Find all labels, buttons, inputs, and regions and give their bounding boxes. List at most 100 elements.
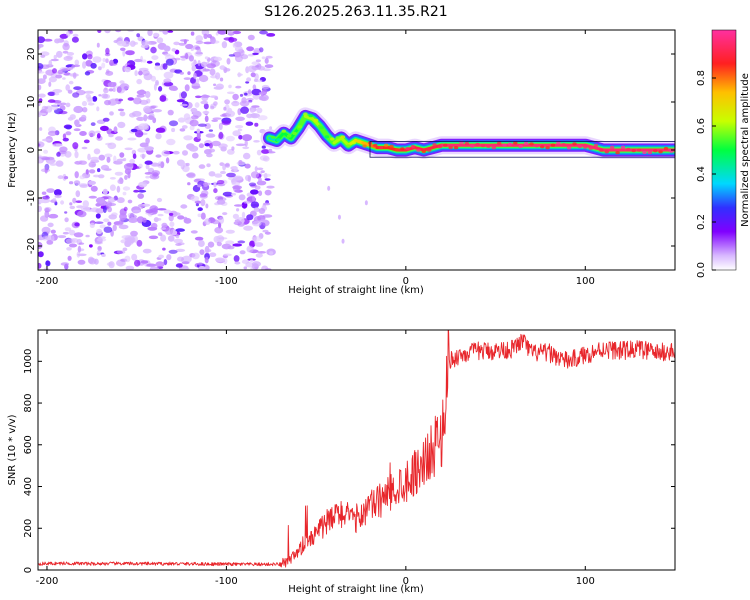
- ridge-blob: [642, 150, 647, 155]
- ridge-blob: [653, 149, 658, 153]
- ridge-blob: [378, 146, 383, 150]
- noise-blob: [197, 60, 201, 66]
- noise-blob: [195, 35, 203, 42]
- noise-blob: [107, 197, 116, 203]
- noise-blob: [187, 182, 191, 186]
- noise-blob: [83, 139, 90, 144]
- noise-blob: [81, 100, 88, 107]
- noise-blob: [122, 49, 126, 57]
- noise-blob: [176, 159, 185, 167]
- noise-blob: [239, 100, 250, 107]
- noise-blob: [200, 199, 206, 207]
- noise-blob: [94, 241, 104, 245]
- noise-blob: [181, 261, 190, 265]
- noise-blob: [264, 231, 271, 235]
- noise-blob: [88, 169, 96, 174]
- noise-blob: [119, 80, 125, 84]
- noise-blob: [73, 128, 81, 132]
- noise-blob: [223, 37, 233, 41]
- noise-blob: [95, 213, 101, 219]
- ridge-blob: [577, 144, 583, 149]
- noise-blob: [246, 77, 252, 82]
- snr-x-tick-label: 100: [576, 576, 595, 587]
- noise-blob: [250, 189, 259, 195]
- noise-blob: [85, 234, 90, 238]
- noise-speck: [341, 238, 345, 244]
- ridge-blob: [281, 129, 286, 133]
- noise-blob: [223, 106, 227, 111]
- ridge-blob: [330, 137, 335, 141]
- noise-blob: [108, 88, 114, 92]
- noise-speck: [337, 214, 341, 220]
- noise-blob: [97, 30, 102, 33]
- noise-blob: [119, 212, 127, 221]
- noise-blob: [184, 52, 189, 60]
- noise-blob: [126, 163, 134, 167]
- noise-blob: [241, 211, 246, 219]
- snr-x-tick-label: 0: [403, 576, 409, 587]
- noise-blob: [248, 182, 257, 187]
- colorbar-label: Normalized spectral amplitude: [740, 73, 750, 227]
- noise-blob: [215, 257, 225, 263]
- noise-blob: [206, 249, 212, 253]
- noise-blob: [150, 105, 157, 109]
- noise-blob: [106, 69, 110, 74]
- noise-blob: [153, 83, 157, 91]
- noise-blob: [54, 92, 60, 96]
- noise-blob: [100, 164, 110, 171]
- ridge-blob: [507, 142, 513, 146]
- noise-blob: [179, 263, 183, 268]
- noise-blob: [261, 84, 270, 90]
- noise-blob: [38, 84, 42, 91]
- noise-blob: [154, 65, 161, 71]
- noise-blob: [38, 36, 45, 44]
- noise-blob: [56, 50, 63, 58]
- noise-blob: [104, 99, 111, 106]
- noise-blob: [40, 215, 49, 222]
- ridge-blob: [448, 145, 453, 150]
- noise-blob: [92, 56, 102, 63]
- noise-blob: [126, 236, 136, 244]
- noise-blob: [251, 236, 262, 242]
- noise-blob: [195, 40, 204, 45]
- noise-blob: [261, 173, 272, 177]
- noise-blob: [138, 181, 148, 188]
- noise-blob: [50, 58, 59, 62]
- noise-speck: [327, 185, 331, 191]
- noise-blob: [190, 195, 200, 202]
- noise-blob: [139, 153, 147, 158]
- noise-blob: [213, 86, 223, 90]
- noise-blob: [259, 155, 270, 161]
- noise-blob: [200, 100, 208, 105]
- noise-blob: [75, 200, 83, 203]
- noise-blob: [243, 225, 254, 231]
- spectrogram-y-tick-label: 0: [26, 147, 37, 153]
- noise-blob: [251, 61, 260, 65]
- noise-blob: [190, 31, 195, 36]
- noise-blob: [228, 84, 232, 89]
- noise-blob: [93, 174, 100, 178]
- noise-blob: [109, 59, 114, 66]
- noise-blob: [82, 53, 88, 60]
- ridge-blob: [351, 141, 356, 145]
- noise-blob: [51, 104, 58, 111]
- noise-blob: [60, 102, 67, 106]
- noise-blob: [259, 96, 263, 101]
- noise-blob: [214, 173, 223, 178]
- noise-blob: [257, 115, 268, 121]
- noise-blob: [104, 30, 111, 34]
- noise-blob: [252, 84, 257, 90]
- noise-blob: [149, 266, 159, 270]
- ridge-core-segment: [339, 136, 350, 147]
- noise-blob: [218, 216, 225, 224]
- noise-blob: [56, 152, 61, 157]
- noise-blob: [102, 117, 110, 122]
- noise-blob: [48, 76, 58, 83]
- noise-blob: [50, 229, 56, 234]
- noise-blob: [143, 114, 148, 122]
- noise-blob: [101, 253, 106, 257]
- noise-blob: [236, 57, 243, 61]
- ridge-blob: [556, 141, 561, 145]
